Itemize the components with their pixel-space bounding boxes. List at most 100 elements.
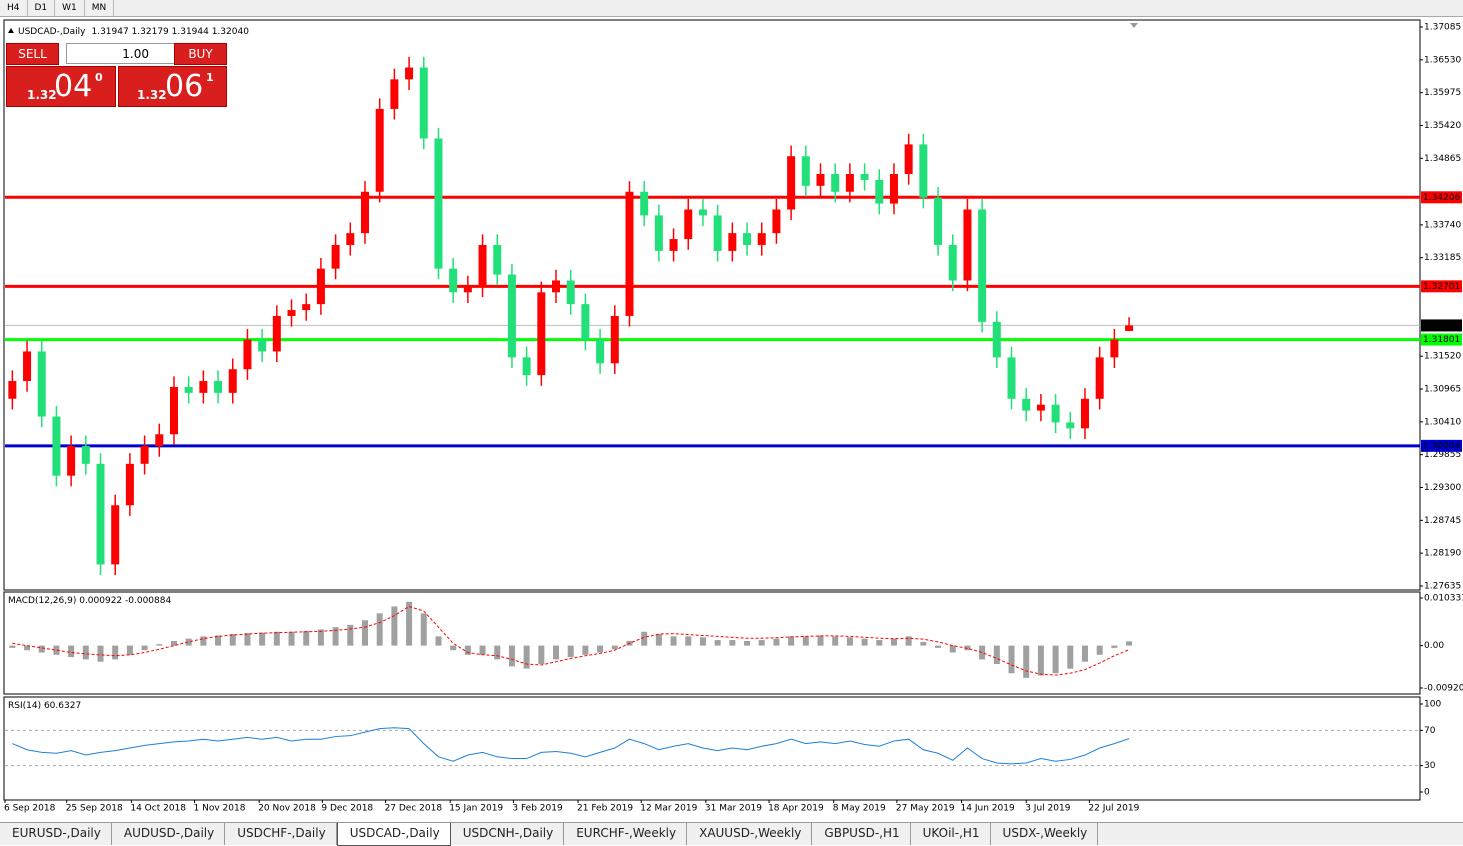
x-tick-label: 31 Mar 2019 — [705, 804, 762, 814]
macd-bar — [303, 630, 310, 646]
candle-body — [1066, 422, 1075, 429]
candle-body — [860, 173, 869, 180]
timeframe-button[interactable]: W1 — [55, 0, 85, 16]
macd-bar — [1081, 645, 1088, 662]
x-tick-label: 3 Jul 2019 — [1025, 804, 1070, 814]
macd-bar — [788, 636, 795, 646]
macd-bar — [1126, 641, 1133, 646]
candle-body — [184, 386, 193, 393]
timeframe-button[interactable]: H4 — [0, 0, 28, 16]
price-big: 1.32 — [137, 88, 167, 102]
macd-bar — [1111, 645, 1118, 648]
x-tick-label: 3 Feb 2019 — [512, 804, 563, 814]
x-tick-label: 27 May 2019 — [896, 804, 955, 814]
panel-title: RSI(14) 60.6327 — [8, 701, 81, 711]
candle-body — [801, 156, 810, 186]
candle-body — [1110, 339, 1119, 358]
y-tick-label: 1.30965 — [1424, 385, 1461, 395]
price-label: 1.32701 — [1423, 282, 1460, 292]
macd-bar — [494, 645, 501, 660]
chart-tab[interactable]: USDCAD-,Daily — [336, 823, 451, 846]
macd-bar — [361, 620, 368, 646]
chart-tab[interactable]: USDX-,Weekly — [991, 823, 1099, 845]
x-tick-label: 8 May 2019 — [833, 804, 886, 814]
y-tick-label: 30 — [1424, 761, 1436, 771]
macd-bar — [126, 645, 133, 655]
ohlc-values: 1.31947 1.32179 1.31944 1.32040 — [91, 27, 249, 37]
y-tick-label: 1.35420 — [1424, 121, 1461, 131]
candle-body — [228, 369, 237, 393]
macd-bar — [215, 635, 222, 646]
candle-body — [434, 138, 443, 269]
chart-tab[interactable]: XAUUSD-,Weekly — [687, 823, 813, 845]
x-tick-label: 15 Jan 2019 — [449, 804, 503, 814]
macd-bar — [141, 645, 148, 651]
chart-tabs: EURUSD-,Daily AUDUSD-,Daily USDCHF-,Daily U… — [0, 822, 1463, 846]
candle-body — [140, 446, 149, 464]
candle-body — [919, 144, 928, 198]
macd-bar — [376, 613, 383, 646]
buy-price[interactable]: 1.32 06 1 — [118, 66, 227, 107]
chart-tab[interactable]: EURCHF-,Weekly — [564, 823, 688, 845]
macd-bar — [9, 645, 16, 648]
candle-body — [1095, 357, 1104, 399]
sell-button[interactable]: SELL — [6, 43, 59, 65]
price-label-bg — [1421, 319, 1462, 332]
candle-body — [405, 67, 414, 80]
x-tick-label: 9 Dec 2018 — [321, 804, 373, 814]
macd-bar — [744, 640, 751, 646]
chart-tab[interactable]: EURUSD-,Daily — [0, 823, 112, 845]
x-tick-label: 1 Nov 2018 — [194, 804, 246, 814]
macd-bar — [420, 613, 427, 646]
timeframe-button[interactable]: D1 — [28, 0, 56, 16]
candle-body — [360, 191, 369, 234]
macd-bar — [288, 631, 295, 646]
price-label: 1.30004 — [1423, 441, 1460, 451]
price-label-bg — [1421, 191, 1462, 204]
x-tick-label: 14 Oct 2018 — [130, 804, 186, 814]
macd-bar — [332, 627, 339, 646]
y-tick-label: 1.37085 — [1424, 23, 1461, 33]
indicator-name: RSI(14) 60.6327 — [8, 701, 81, 711]
macd-bar — [846, 637, 853, 646]
panel-title: MACD(12,26,9) 0.000922 -0.000884 — [8, 596, 171, 606]
macd-bar — [82, 645, 89, 660]
price-label: 1.32040 — [1423, 321, 1460, 331]
candle-body — [23, 351, 32, 382]
x-tick-label: 27 Dec 2018 — [385, 804, 443, 814]
timeframe-button[interactable]: MN — [85, 0, 115, 16]
candle-body — [1051, 404, 1060, 423]
macd-bar — [156, 644, 163, 646]
chart-tab[interactable]: USDCHF-,Daily — [225, 823, 337, 845]
chart-tab[interactable]: UKOil-,H1 — [911, 823, 991, 845]
macd-bar — [773, 638, 780, 646]
candle-body — [449, 268, 458, 293]
macd-bar — [1096, 645, 1103, 655]
chart-tab[interactable]: AUDUSD-,Daily — [112, 823, 226, 845]
candle-body — [1036, 404, 1045, 411]
macd-bar — [244, 633, 251, 646]
candle-body — [302, 304, 311, 311]
buy-button[interactable]: BUY — [174, 43, 227, 65]
candle-body — [684, 209, 693, 240]
candle-body — [537, 292, 546, 376]
macd-bar — [1067, 645, 1074, 669]
y-tick-label: 1.31520 — [1424, 352, 1461, 362]
candle-body — [331, 244, 340, 269]
x-tick-label: 6 Sep 2018 — [4, 804, 56, 814]
lots-input[interactable]: 1.00 — [66, 43, 178, 64]
indicator-name: USDCAD-,Daily — [18, 27, 86, 37]
macd-bar — [450, 645, 457, 651]
chart-tab[interactable]: USDCNH-,Daily — [451, 823, 565, 845]
macd-bar — [24, 645, 31, 651]
x-tick-label: 21 Feb 2019 — [577, 804, 633, 814]
candle-body — [1007, 357, 1016, 399]
x-tick-label: 14 Jun 2019 — [961, 804, 1015, 814]
price-label-bg — [1421, 280, 1462, 293]
macd-bar — [406, 601, 413, 646]
macd-bar — [949, 645, 956, 653]
chart-tab[interactable]: GBPUSD-,H1 — [812, 823, 911, 845]
macd-bar — [97, 645, 104, 662]
sell-price[interactable]: 1.32 04 0 — [6, 66, 116, 107]
y-tick-label: 1.33185 — [1424, 253, 1461, 263]
